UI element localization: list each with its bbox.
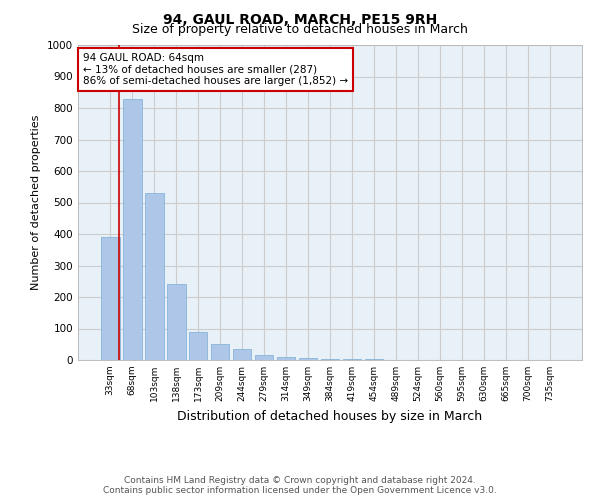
Bar bbox=[145, 193, 164, 360]
Bar bbox=[255, 356, 274, 360]
Bar bbox=[189, 332, 208, 360]
Bar bbox=[167, 284, 185, 360]
Bar bbox=[233, 349, 251, 360]
Bar bbox=[320, 359, 340, 360]
Text: Contains HM Land Registry data © Crown copyright and database right 2024.
Contai: Contains HM Land Registry data © Crown c… bbox=[103, 476, 497, 495]
Bar bbox=[101, 237, 119, 360]
Text: 94, GAUL ROAD, MARCH, PE15 9RH: 94, GAUL ROAD, MARCH, PE15 9RH bbox=[163, 12, 437, 26]
Bar bbox=[299, 358, 317, 360]
X-axis label: Distribution of detached houses by size in March: Distribution of detached houses by size … bbox=[178, 410, 482, 422]
Y-axis label: Number of detached properties: Number of detached properties bbox=[31, 115, 41, 290]
Bar bbox=[277, 357, 295, 360]
Bar bbox=[211, 344, 229, 360]
Text: Size of property relative to detached houses in March: Size of property relative to detached ho… bbox=[132, 22, 468, 36]
Text: 94 GAUL ROAD: 64sqm
← 13% of detached houses are smaller (287)
86% of semi-detac: 94 GAUL ROAD: 64sqm ← 13% of detached ho… bbox=[83, 53, 348, 86]
Bar bbox=[123, 98, 142, 360]
